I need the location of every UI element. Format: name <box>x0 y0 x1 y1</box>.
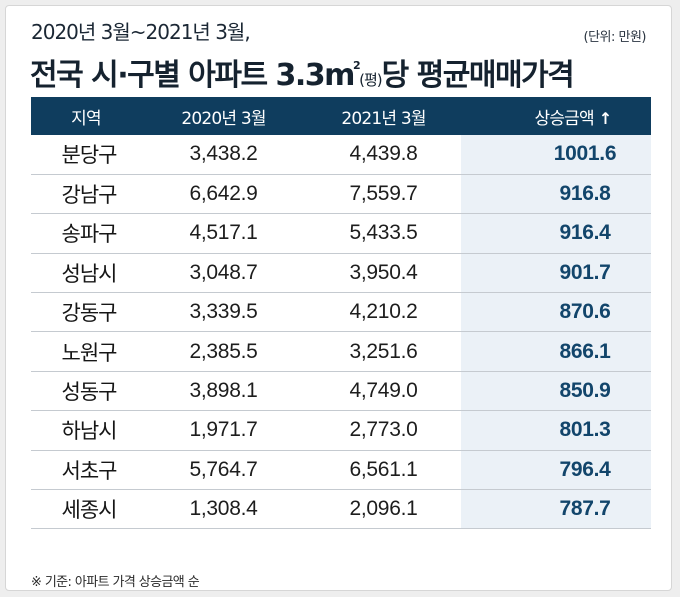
cell-rise: 801.3 <box>461 410 651 451</box>
column-header-mar2021: 2021년 3월 <box>341 108 426 129</box>
cell-mar2020: 2,385.5 <box>189 339 258 363</box>
cell-mar2021: 2,096.1 <box>349 497 418 521</box>
unit-note: (단위: 만원) <box>583 30 647 45</box>
table-row: 노원구 2,385.5 3,251.6 866.1 <box>31 331 651 372</box>
cell-mar2021: 4,749.0 <box>349 379 418 403</box>
cell-rise: 916.8 <box>461 174 651 214</box>
cell-rise: 787.7 <box>461 489 651 529</box>
cell-mar2021: 6,561.1 <box>349 457 418 481</box>
cell-mar2021: 4,210.2 <box>349 300 418 324</box>
cell-region: 성동구 <box>61 380 118 405</box>
infographic-card: 2020년 3월~2021년 3월, (단위: 만원) 전국 시·구별 아파트 … <box>5 5 672 591</box>
cell-region: 성남시 <box>61 261 118 286</box>
cell-mar2021: 5,433.5 <box>349 221 418 245</box>
cell-region: 강남구 <box>61 183 118 208</box>
cell-rise: 796.4 <box>461 450 651 490</box>
price-table: 지역 2020년 3월 2021년 3월 상승금액 ↑ 분당구 3,438.2 4… <box>31 97 651 529</box>
cell-mar2020: 1,308.4 <box>189 497 258 521</box>
cell-mar2020: 3,438.2 <box>189 142 258 166</box>
title-paren: (평) <box>359 71 382 89</box>
cell-mar2020: 3,048.7 <box>189 260 258 284</box>
cell-region: 분당구 <box>61 143 118 168</box>
cell-region: 세종시 <box>61 498 118 523</box>
cell-region: 서초구 <box>61 458 118 483</box>
column-header-mar2020: 2020년 3월 <box>181 108 266 129</box>
arrow-up-icon: ↑ <box>598 108 612 128</box>
cell-mar2021: 3,950.4 <box>349 260 418 284</box>
cell-region: 송파구 <box>61 222 118 247</box>
cell-region: 강동구 <box>61 301 118 326</box>
cell-mar2021: 4,439.8 <box>349 142 418 166</box>
cell-rise: 901.7 <box>461 253 651 293</box>
column-header-rise: 상승금액 ↑ <box>461 97 651 135</box>
subtitle-period: 2020년 3월~2021년 3월, <box>31 20 251 44</box>
cell-mar2020: 1,971.7 <box>189 418 258 442</box>
cell-mar2021: 7,559.7 <box>349 182 418 206</box>
table-row: 분당구 3,438.2 4,439.8 1001.6 <box>31 135 651 175</box>
footnote: ※ 기준: 아파트 가격 상승금액 순 <box>31 575 200 590</box>
cell-rise: 866.1 <box>461 331 651 372</box>
page-title: 전국 시·구별 아파트 3.3m2(평)당 평균매매가격 <box>30 50 575 94</box>
title-tail: 당 평균매매가격 <box>381 58 575 93</box>
cell-mar2021: 3,251.6 <box>349 339 418 363</box>
column-header-region: 지역 <box>71 108 101 129</box>
table-row: 세종시 1,308.4 2,096.1 787.7 <box>31 489 651 529</box>
cell-mar2021: 2,773.0 <box>349 418 418 442</box>
cell-mar2020: 3,339.5 <box>189 300 258 324</box>
table-row: 강동구 3,339.5 4,210.2 870.6 <box>31 292 651 332</box>
table-row: 강남구 6,642.9 7,559.7 916.8 <box>31 174 651 214</box>
cell-mar2020: 6,642.9 <box>189 182 258 206</box>
cell-rise: 850.9 <box>461 371 651 411</box>
table-header-row: 지역 2020년 3월 2021년 3월 상승금액 ↑ <box>31 97 651 135</box>
table-row: 송파구 4,517.1 5,433.5 916.4 <box>31 213 651 254</box>
table-row: 서초구 5,764.7 6,561.1 796.4 <box>31 450 651 490</box>
column-header-rise-label: 상승금액 <box>534 108 595 129</box>
cell-mar2020: 3,898.1 <box>189 379 258 403</box>
cell-rise: 1001.6 <box>461 135 651 175</box>
table-row: 성남시 3,048.7 3,950.4 901.7 <box>31 253 651 293</box>
cell-rise: 870.6 <box>461 292 651 332</box>
cell-rise: 916.4 <box>461 213 651 254</box>
cell-region: 하남시 <box>61 419 118 444</box>
cell-mar2020: 5,764.7 <box>189 457 258 481</box>
title-main: 전국 시·구별 아파트 3.3m <box>30 58 355 93</box>
title-superscript: 2 <box>352 59 361 72</box>
table-row: 하남시 1,971.7 2,773.0 801.3 <box>31 410 651 451</box>
cell-region: 노원구 <box>61 340 118 365</box>
cell-mar2020: 4,517.1 <box>189 221 258 245</box>
table-row: 성동구 3,898.1 4,749.0 850.9 <box>31 371 651 411</box>
